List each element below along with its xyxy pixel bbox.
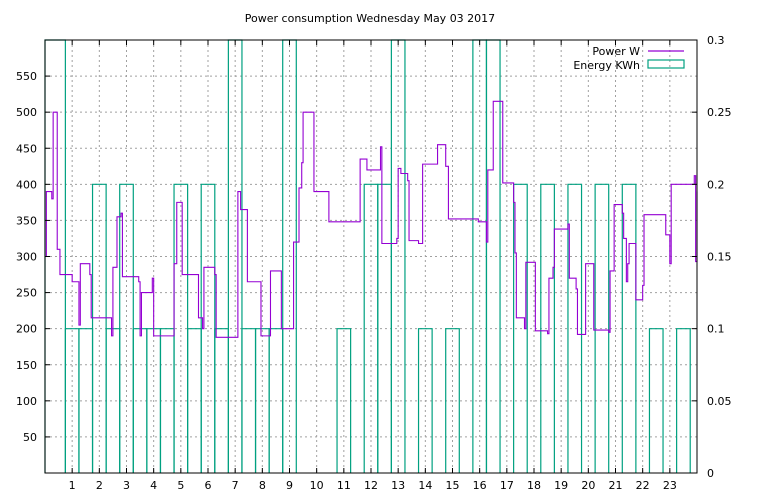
y2-tick-label: 0.25 [707, 106, 732, 119]
grid [45, 40, 697, 473]
x-tick-label: 23 [663, 479, 677, 492]
y2-tick-label: 0.1 [707, 323, 725, 336]
x-tick-label: 10 [310, 479, 324, 492]
energy-series [44, 39, 691, 473]
x-tick-label: 2 [96, 479, 103, 492]
energy-bar [159, 328, 175, 473]
axis-ticks: 1 2 3 4 5 6 7 8 9 10 11 12 13 14 15 16 17 18 19 20 21 22 23501… [16, 34, 732, 492]
y-tick-label: 300 [16, 251, 37, 264]
x-tick-label: 13 [391, 479, 405, 492]
x-tick-label: 4 [150, 479, 157, 492]
legend-energy-label: Energy KWh [573, 59, 640, 72]
x-tick-label: 11 [337, 479, 351, 492]
energy-bar [621, 183, 637, 473]
energy-bar [567, 183, 583, 473]
power-line [45, 100, 698, 338]
energy-bar [445, 328, 460, 473]
energy-bar [187, 328, 202, 473]
energy-bar [676, 328, 691, 473]
legend: Power W Energy KWh [573, 45, 685, 72]
y-tick-label: 250 [16, 287, 37, 300]
y-tick-label: 400 [16, 178, 37, 191]
x-tick-label: 6 [205, 479, 212, 492]
energy-bar [377, 183, 392, 473]
x-tick-label: 3 [123, 479, 130, 492]
y-tick-label: 500 [16, 106, 37, 119]
x-tick-label: 19 [554, 479, 568, 492]
x-tick-label: 5 [177, 479, 184, 492]
energy-bar [540, 183, 555, 473]
x-tick-label: 1 [69, 479, 76, 492]
x-tick-label: 8 [259, 479, 266, 492]
y-tick-label: 450 [16, 142, 37, 155]
y-tick-label: 550 [16, 70, 37, 83]
x-tick-label: 12 [364, 479, 378, 492]
legend-power-label: Power W [592, 45, 640, 58]
power-series [45, 100, 698, 338]
y2-tick-label: 0.15 [707, 251, 732, 264]
legend-energy-swatch [647, 59, 685, 69]
energy-bar [91, 183, 107, 473]
x-tick-label: 18 [527, 479, 541, 492]
x-tick-label: 15 [446, 479, 460, 492]
energy-bar [241, 328, 257, 473]
x-tick-label: 20 [581, 479, 595, 492]
y-tick-label: 200 [16, 323, 37, 336]
energy-bar [648, 328, 664, 473]
x-tick-label: 9 [286, 479, 293, 492]
x-tick-label: 21 [609, 479, 623, 492]
y-tick-label: 100 [16, 395, 37, 408]
chart-title: Power consumption Wednesday May 03 2017 [245, 12, 495, 25]
x-tick-label: 17 [500, 479, 514, 492]
x-tick-label: 14 [418, 479, 432, 492]
energy-bar [594, 183, 610, 473]
y-tick-label: 50 [23, 431, 37, 444]
y-tick-label: 350 [16, 214, 37, 227]
y2-tick-label: 0.2 [707, 178, 725, 191]
y2-tick-label: 0.05 [707, 395, 732, 408]
energy-bar [513, 183, 528, 473]
energy-bar [417, 328, 433, 473]
x-tick-label: 22 [636, 479, 650, 492]
energy-bar [336, 328, 352, 473]
x-tick-label: 16 [473, 479, 487, 492]
y2-tick-label: 0 [707, 467, 714, 480]
y-tick-label: 150 [16, 359, 37, 372]
energy-bar [105, 328, 121, 473]
y2-tick-label: 0.3 [707, 34, 725, 47]
x-tick-label: 7 [232, 479, 239, 492]
